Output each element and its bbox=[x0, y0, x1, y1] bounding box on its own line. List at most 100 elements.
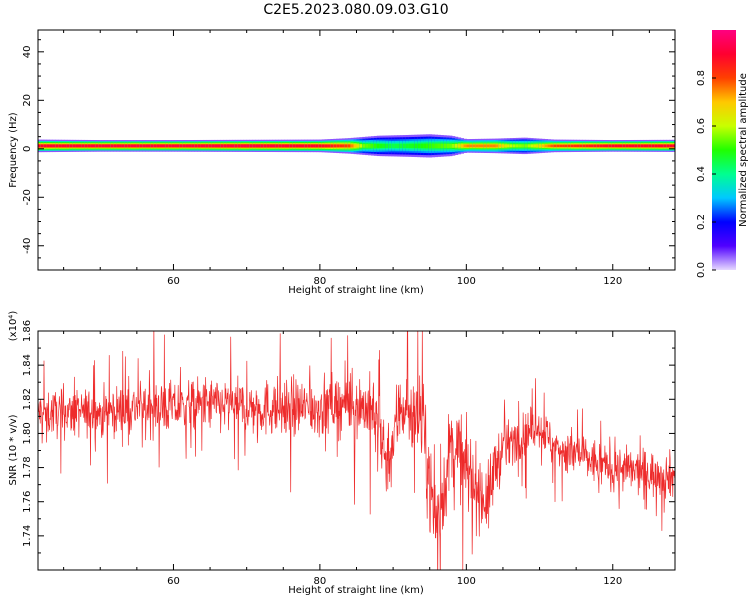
spectrogram-ytick-label: 20 bbox=[22, 94, 33, 107]
spectrogram-cell bbox=[666, 144, 670, 148]
spectrogram-cell bbox=[608, 144, 612, 148]
colorbar-tick-label: 0.0 bbox=[696, 262, 707, 278]
spectrogram-cell bbox=[376, 143, 381, 148]
spectrogram-cell bbox=[512, 144, 517, 148]
spectrogram-cell bbox=[417, 143, 421, 149]
spectrogram-cell bbox=[272, 144, 276, 148]
spectrogram-cell bbox=[208, 144, 213, 148]
spectrogram-cell bbox=[475, 144, 479, 148]
spectrogram-cell bbox=[200, 144, 204, 148]
spectrogram-ylabel: Frequency (Hz) bbox=[8, 112, 19, 188]
spectrogram-panel: 60 80 100 120 40 20 0 -20 -40 Height of straight… bbox=[8, 29, 676, 296]
spectrogram-cell bbox=[171, 144, 175, 148]
spectrogram-cell bbox=[593, 144, 598, 148]
spectrogram-cell bbox=[501, 144, 505, 148]
spectrogram-cell bbox=[440, 143, 444, 149]
spectrogram-cell bbox=[75, 144, 79, 148]
spectrogram-cell bbox=[101, 144, 105, 148]
spectrogram-cell bbox=[197, 144, 201, 148]
snr-axes-ticks: 60 80 100 120 1.74 1.76 1.78 1.80 1.82 1.84 1.86 bbox=[22, 320, 675, 587]
spectrogram-cell bbox=[139, 144, 143, 148]
spectrogram-cell bbox=[46, 144, 50, 148]
spectrogram-cell bbox=[504, 144, 508, 148]
spectrogram-cell bbox=[124, 144, 129, 148]
spectrogram-cell bbox=[301, 144, 305, 148]
snr-xtick-label: 60 bbox=[167, 576, 180, 587]
spectrogram-cell bbox=[292, 144, 297, 148]
spectrogram-cell bbox=[69, 144, 74, 148]
colorbar-tick-label: 0.2 bbox=[696, 214, 707, 230]
spectrogram-xlabel: Height of straight line (km) bbox=[288, 285, 424, 296]
spectrogram-cell bbox=[223, 144, 227, 148]
spectrogram-cell bbox=[431, 143, 436, 149]
spectrogram-cell bbox=[278, 144, 282, 148]
spectrogram-cell bbox=[284, 144, 288, 148]
spectrogram-cell bbox=[628, 144, 632, 148]
spectrogram-cell bbox=[342, 144, 346, 148]
spectrogram-band bbox=[38, 134, 676, 158]
spectrogram-cell bbox=[188, 144, 192, 148]
spectrogram-cell bbox=[411, 143, 415, 149]
spectrogram-cell bbox=[437, 143, 441, 149]
snr-xtick-label: 120 bbox=[603, 576, 622, 587]
spectrogram-cell bbox=[327, 144, 331, 148]
spectrogram-cell bbox=[66, 144, 71, 148]
colorbar-tick-label: 0.8 bbox=[696, 70, 707, 86]
spectrogram-cell bbox=[93, 144, 97, 148]
spectrogram-cell bbox=[425, 143, 430, 149]
spectrogram-cell bbox=[55, 144, 59, 148]
spectrogram-cell bbox=[582, 144, 586, 148]
spectrogram-cell bbox=[599, 144, 604, 148]
snr-ytick-label: 1.84 bbox=[22, 354, 33, 376]
spectrogram-cell bbox=[570, 144, 575, 148]
spectrogram-cell bbox=[486, 144, 491, 148]
spectrogram-cell bbox=[538, 144, 543, 148]
spectrogram-xtick-label: 80 bbox=[314, 276, 327, 287]
spectrogram-cell bbox=[402, 143, 407, 149]
spectrogram-cell bbox=[336, 144, 340, 148]
spectrogram-cell bbox=[40, 144, 45, 148]
spectrogram-cell bbox=[533, 144, 537, 148]
spectrogram-cell bbox=[281, 144, 285, 148]
spectrogram-cell bbox=[585, 144, 589, 148]
spectrogram-cell bbox=[38, 144, 42, 148]
spectrogram-cell bbox=[472, 144, 476, 148]
spectrogram-xtick-label: 100 bbox=[457, 276, 476, 287]
spectrogram-cell bbox=[614, 144, 618, 148]
spectrogram-cell bbox=[211, 144, 216, 148]
spectrogram-cell bbox=[179, 144, 184, 148]
spectrogram-cell bbox=[434, 143, 438, 149]
spectrogram-cell bbox=[121, 144, 126, 148]
spectrogram-cell bbox=[385, 143, 389, 148]
spectrogram-cell bbox=[298, 144, 302, 148]
spectrogram-cell bbox=[95, 144, 100, 148]
spectrogram-cell bbox=[214, 144, 218, 148]
spectrogram-cell bbox=[344, 144, 349, 148]
spectrogram-cell bbox=[243, 144, 247, 148]
spectrogram-cell bbox=[489, 144, 493, 148]
spectrogram-cell bbox=[463, 144, 467, 148]
spectrogram-cell bbox=[536, 144, 540, 148]
spectrogram-cell bbox=[295, 144, 299, 148]
spectrogram-cell bbox=[324, 144, 328, 148]
spectrogram-cell bbox=[579, 144, 583, 148]
spectrogram-cell bbox=[556, 144, 560, 148]
spectrogram-cell bbox=[619, 144, 624, 148]
spectrogram-cell bbox=[168, 144, 172, 148]
spectrogram-cell bbox=[81, 144, 85, 148]
spectrogram-cell bbox=[611, 144, 615, 148]
spectrogram-cell bbox=[521, 144, 525, 148]
spectrogram-cell bbox=[420, 143, 424, 149]
spectrogram-cell bbox=[605, 144, 609, 148]
spectrogram-cell bbox=[394, 143, 398, 148]
spectrogram-cell bbox=[669, 144, 673, 148]
spectrogram-cell bbox=[559, 144, 563, 148]
spectrogram-cell bbox=[651, 144, 656, 148]
spectrogram-cell bbox=[107, 144, 111, 148]
spectrogram-cell bbox=[182, 144, 187, 148]
spectrogram-cell bbox=[596, 144, 601, 148]
snr-ytick-label: 1.80 bbox=[22, 422, 33, 444]
spectrogram-cell bbox=[258, 144, 262, 148]
spectrogram-cell bbox=[315, 144, 320, 148]
spectrogram-cell bbox=[191, 144, 195, 148]
